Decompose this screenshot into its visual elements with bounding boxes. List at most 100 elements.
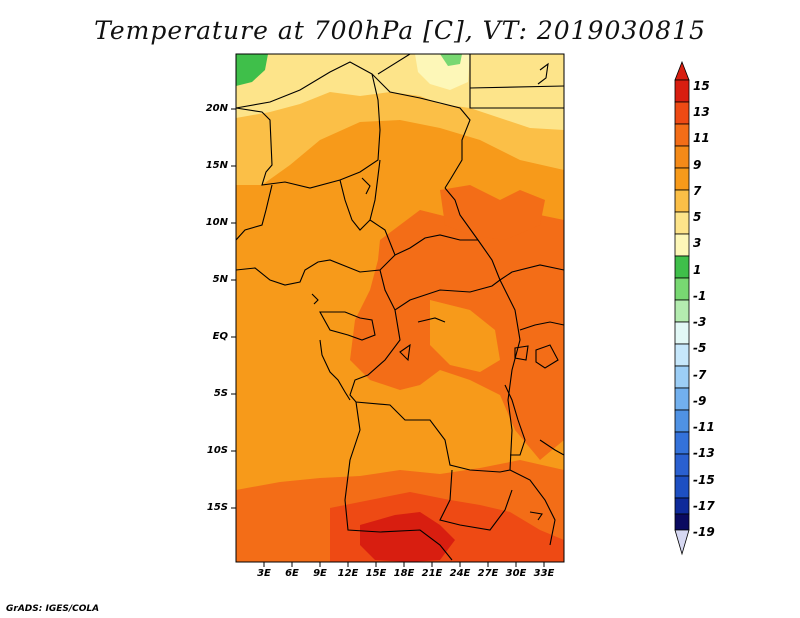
- colorbar-label: 15: [693, 79, 710, 93]
- plot-frame: [235, 53, 565, 563]
- lon-label: 12E: [337, 568, 359, 579]
- colorbar-swatch: [674, 277, 690, 301]
- colorbar-label: 5: [693, 210, 702, 224]
- colorbar-label: -7: [693, 368, 707, 382]
- colorbar-label: -19: [693, 525, 715, 539]
- colorbar-swatch: [674, 453, 690, 477]
- border-line: [349, 309, 511, 473]
- border-line: [469, 85, 564, 89]
- border-line: [399, 343, 411, 362]
- field-warm-ne: [440, 185, 545, 240]
- colorbar-swatch: [674, 431, 690, 455]
- border-line: [439, 469, 513, 531]
- lat-label: 10N: [205, 217, 228, 228]
- border-line: [514, 345, 529, 361]
- map-title: Temperature at 700hPa [C], VT: 201903081…: [94, 16, 706, 45]
- colorbar-swatch: [674, 79, 690, 103]
- border-line: [377, 54, 411, 75]
- borders: [236, 54, 564, 561]
- colorbar-label: -9: [693, 394, 707, 408]
- border-line: [519, 321, 564, 331]
- lon-label: 30E: [505, 568, 527, 579]
- border-line: [311, 293, 319, 305]
- border-line: [361, 177, 371, 195]
- colorbar-swatch: [674, 513, 690, 531]
- border-line: [539, 439, 564, 456]
- colorbar-label: 13: [693, 105, 710, 119]
- lat-label: EQ: [212, 331, 228, 342]
- credit-text: GrADS: IGES/COLA: [6, 604, 100, 614]
- colorbar-swatch: [674, 233, 690, 257]
- border-line: [417, 317, 446, 323]
- colorbar-top-arrow: [674, 60, 690, 81]
- colorbar-label: -1: [693, 289, 707, 303]
- lon-label: 33E: [533, 568, 555, 579]
- colorbar-label: -17: [693, 499, 715, 513]
- colorbar-swatch: [674, 321, 690, 345]
- lon-label: 18E: [393, 568, 415, 579]
- colorbar-swatch: [674, 101, 690, 125]
- border-line: [469, 54, 564, 109]
- field-north-5: [236, 54, 564, 130]
- colorbar: [674, 60, 690, 556]
- colorbar-swatch: [674, 365, 690, 389]
- lon-label: 27E: [477, 568, 499, 579]
- lon-label: 21E: [421, 568, 443, 579]
- colorbar-swatch: [674, 409, 690, 433]
- border-line: [319, 311, 376, 341]
- colorbar-swatch: [674, 387, 690, 411]
- colorbar-label: -5: [693, 341, 707, 355]
- border-line: [504, 384, 526, 456]
- border-line: [339, 179, 371, 231]
- colorbar-label: 9: [693, 158, 702, 172]
- field-north-m1: [440, 54, 462, 66]
- border-line: [529, 511, 543, 521]
- colorbar-swatch: [674, 255, 690, 279]
- field-south-15: [360, 512, 455, 562]
- colorbar-label: -3: [693, 315, 707, 329]
- border-line: [535, 344, 559, 369]
- lat-label: 20N: [205, 103, 228, 114]
- colorbar-label: -13: [693, 446, 715, 460]
- border-line: [509, 469, 556, 546]
- border-line: [379, 269, 501, 311]
- field-warm-center: [430, 300, 500, 372]
- colorbar-swatch: [674, 299, 690, 323]
- colorbar-bottom-arrow: [674, 529, 690, 556]
- colorbar-label: 7: [693, 184, 702, 198]
- colorbar-swatch: [674, 343, 690, 367]
- lat-label: 5S: [213, 388, 228, 399]
- lat-label: 10S: [206, 445, 228, 456]
- colorbar-swatch: [674, 211, 690, 235]
- colorbar-label: 11: [693, 131, 710, 145]
- colorbar-label: 1: [693, 263, 702, 277]
- lon-label: 9E: [313, 568, 327, 579]
- lon-label: 15E: [365, 568, 387, 579]
- border-line: [371, 73, 471, 189]
- lat-ticks: [231, 108, 236, 509]
- colorbar-label: -15: [693, 473, 715, 487]
- lon-label: 24E: [449, 568, 471, 579]
- border-line: [394, 234, 478, 256]
- lat-label: 15N: [205, 160, 228, 171]
- lat-label: 5N: [212, 274, 228, 285]
- temperature-field: [236, 54, 564, 562]
- border-line: [444, 187, 564, 281]
- lat-label: 15S: [206, 502, 228, 513]
- colorbar-swatch: [674, 167, 690, 191]
- lon-label: 6E: [285, 568, 299, 579]
- border-line: [344, 401, 453, 561]
- colorbar-swatch: [674, 123, 690, 147]
- border-line: [236, 61, 381, 189]
- colorbar-label: 3: [693, 236, 702, 250]
- colorbar-swatch: [674, 145, 690, 169]
- border-line: [537, 62, 549, 85]
- border-line: [236, 184, 273, 241]
- lon-ticks: [263, 562, 545, 567]
- colorbar-swatch: [674, 189, 690, 213]
- border-line: [319, 339, 351, 401]
- lon-label: 3E: [257, 568, 271, 579]
- field-north-1: [236, 54, 268, 86]
- colorbar-label: -11: [693, 420, 715, 434]
